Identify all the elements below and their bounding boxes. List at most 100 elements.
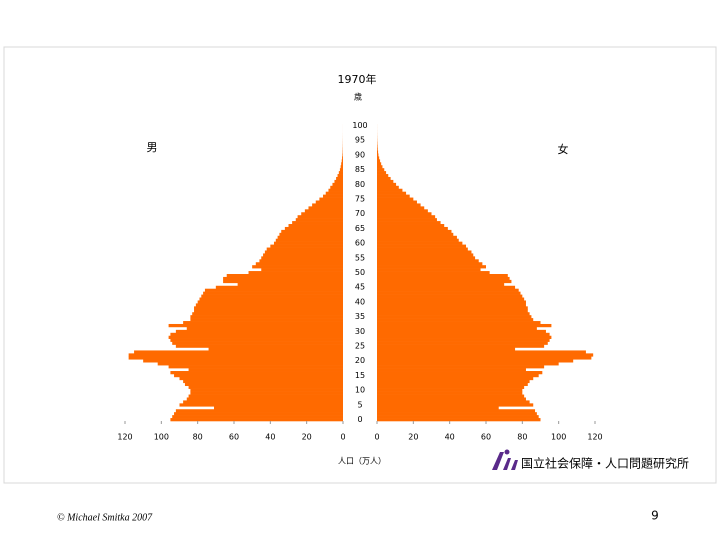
bar	[377, 380, 530, 383]
bar	[377, 259, 479, 262]
bar	[328, 189, 343, 192]
x-axis-label: 人口（万人）	[338, 457, 386, 466]
x-tick-label: 20	[302, 433, 312, 442]
x-tick-label: 120	[587, 433, 602, 442]
bar	[199, 298, 343, 301]
bar	[377, 212, 432, 215]
x-tick-label: 40	[445, 433, 455, 442]
bar	[183, 400, 343, 403]
bar	[377, 189, 402, 192]
bar	[377, 180, 393, 183]
page-number: 9	[651, 509, 659, 523]
bar	[279, 233, 343, 236]
bar	[201, 295, 343, 298]
bar	[377, 171, 386, 174]
bar	[334, 180, 343, 183]
bar	[183, 321, 343, 324]
bar	[285, 227, 343, 230]
bar	[338, 174, 343, 177]
bar	[377, 177, 391, 180]
bar	[187, 397, 343, 400]
bar	[377, 406, 499, 409]
bar	[377, 262, 482, 265]
bar	[377, 271, 490, 274]
bar	[377, 215, 435, 218]
y-tick-label: 5	[357, 400, 362, 409]
bar	[190, 392, 343, 395]
bar	[319, 198, 343, 201]
x-tick-label: 0	[340, 433, 345, 442]
bar	[185, 383, 343, 386]
bar	[194, 309, 343, 312]
bar	[189, 368, 343, 371]
bar	[316, 201, 343, 204]
bar	[377, 277, 510, 280]
y-tick-label: 20	[355, 356, 365, 365]
bar	[377, 236, 457, 239]
bar	[377, 165, 382, 168]
bar	[377, 318, 533, 321]
bar	[305, 209, 343, 212]
bar	[187, 327, 343, 330]
bar	[198, 300, 343, 303]
bar	[377, 359, 573, 362]
bar	[377, 209, 428, 212]
bar	[377, 403, 533, 406]
bar	[377, 253, 473, 256]
bar	[377, 174, 388, 177]
bar	[223, 280, 343, 283]
bar	[377, 239, 459, 242]
bar	[377, 339, 550, 342]
bar	[377, 321, 541, 324]
bar	[336, 177, 343, 180]
bar	[129, 356, 343, 359]
footer: © Michael Smitka 2007	[57, 512, 153, 523]
bar	[377, 353, 593, 356]
bar	[301, 212, 343, 215]
bar	[174, 412, 343, 415]
bar	[296, 218, 343, 221]
series-label: 男	[147, 141, 158, 154]
bar	[377, 245, 466, 248]
bar	[377, 327, 537, 330]
bar	[190, 389, 343, 392]
bar	[377, 265, 486, 268]
bar	[377, 356, 591, 359]
y-tick-label: 90	[355, 150, 365, 159]
bar	[377, 365, 544, 368]
y-tick-label: 55	[355, 253, 365, 262]
bar	[377, 309, 528, 312]
bar	[170, 333, 343, 336]
bar	[377, 233, 453, 236]
bar	[377, 242, 462, 245]
y-tick-label: 0	[357, 415, 362, 424]
y-tick-label: 65	[355, 224, 365, 233]
x-tick-label: 80	[193, 433, 203, 442]
bar	[377, 374, 539, 377]
bar	[377, 201, 417, 204]
bar	[377, 230, 451, 233]
bar	[377, 168, 384, 171]
y-tick-label: 85	[355, 165, 365, 174]
bar	[377, 280, 511, 283]
x-tick-label: 100	[551, 433, 566, 442]
bar	[339, 171, 343, 174]
bar	[377, 312, 530, 315]
bar	[377, 274, 508, 277]
bar	[263, 253, 343, 256]
bar	[377, 221, 441, 224]
bar	[169, 336, 343, 339]
bar	[190, 315, 343, 318]
bar	[170, 339, 343, 342]
y-tick-label: 15	[355, 371, 365, 380]
bar	[265, 250, 343, 253]
bar	[377, 156, 379, 159]
bar	[377, 162, 381, 165]
bar	[170, 418, 343, 421]
bar	[377, 371, 542, 374]
bar	[170, 371, 343, 374]
y-tick-label: 50	[355, 268, 365, 277]
bar	[326, 192, 343, 195]
bar	[332, 183, 343, 186]
